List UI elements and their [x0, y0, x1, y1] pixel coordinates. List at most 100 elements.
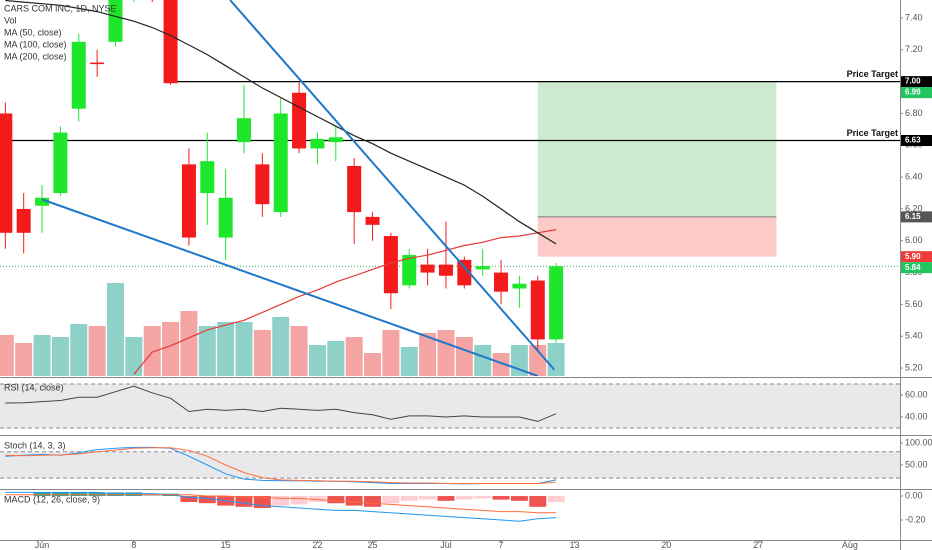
candle-body [438, 264, 453, 276]
candle-body [530, 280, 545, 340]
volume-bar [33, 335, 51, 376]
y-tick-label: 0.00 [905, 490, 923, 500]
histogram-bar [180, 496, 198, 503]
y-tick-label: 60.00 [905, 389, 928, 399]
legend-entry: MA (100, close) [4, 39, 67, 49]
indicator-line [5, 494, 557, 514]
candle-body [328, 137, 343, 143]
candle-body [16, 208, 31, 233]
stoch-pane [0, 446, 900, 485]
y-tick-label: 5.20 [905, 362, 923, 372]
y-tick-label: 6.40 [905, 171, 923, 181]
volume-bar [51, 337, 69, 376]
y-tick-label: 6.00 [905, 235, 923, 245]
volume-bar [162, 322, 180, 376]
candle-body [347, 165, 362, 213]
volume-bar [419, 333, 437, 376]
histogram-bar [510, 496, 528, 501]
volume-bar [125, 337, 143, 376]
candle-body [273, 113, 288, 213]
volume-bar [437, 330, 455, 376]
y-tick-label: 5.40 [905, 331, 923, 341]
chart-title: CARS COM INC, 1D, NYSE [4, 3, 117, 13]
candle-body [218, 197, 233, 238]
histogram-bar [345, 496, 363, 506]
rsi-pane [0, 383, 900, 429]
profit-zone [537, 81, 777, 217]
candle-body [292, 92, 307, 149]
candle-body [310, 138, 325, 149]
band [0, 451, 900, 479]
histogram-bar [400, 496, 418, 501]
volume-bar [253, 330, 271, 376]
loss-zone [537, 216, 777, 257]
price-label-box [901, 135, 932, 147]
pane-title: MACD (12, 26, close, 9) [4, 494, 100, 504]
histogram-bar [419, 496, 437, 500]
histogram-bar [529, 496, 547, 507]
pane-title: RSI (14, close) [4, 382, 64, 392]
candle-body [255, 164, 270, 205]
volume-bar [364, 353, 382, 376]
y-tick-label: 5.60 [905, 299, 923, 309]
y-tick-label: -0.20 [905, 514, 926, 524]
candle-body [494, 272, 509, 292]
price-label-box [901, 211, 932, 223]
x-tick-label: 27 [753, 540, 763, 550]
histogram-bar [547, 496, 565, 503]
histogram-bar [455, 496, 473, 500]
x-tick-label: 20 [661, 540, 671, 550]
x-tick-label: 22 [312, 540, 322, 550]
price-label: 6.63 [905, 136, 921, 145]
pane-title: Stoch (14, 3, 3) [4, 440, 66, 450]
x-tick-label: 15 [221, 540, 231, 550]
histogram-bar [437, 496, 455, 501]
y-tick-label: 7.20 [905, 44, 923, 54]
x-tick-label: Jun [35, 540, 50, 550]
volume-bar [15, 343, 33, 376]
x-tick-label: 25 [368, 540, 378, 550]
legend-entry: MA (200, close) [4, 51, 67, 61]
histogram-bar [382, 496, 400, 504]
candle-body [457, 259, 472, 286]
x-tick-label: 7 [499, 540, 504, 550]
y-tick-label: 50.00 [905, 459, 928, 469]
price-label: 6.99 [905, 88, 921, 97]
volume-bar [217, 322, 235, 376]
candle-body [163, 0, 178, 84]
texts: 7.407.207.006.806.606.406.206.005.805.60… [4, 3, 932, 550]
histogram-bar [253, 496, 271, 509]
indicator-line [5, 491, 557, 522]
y-tick-label: 7.40 [905, 12, 923, 22]
candle-body [383, 235, 398, 294]
candle-body [200, 161, 215, 194]
price-target-label: Price Target [847, 128, 898, 138]
candle-body [53, 132, 68, 194]
histogram-bar [70, 492, 88, 497]
candle-body [108, 0, 123, 42]
histogram-bar [106, 492, 124, 497]
volume-bar [400, 347, 418, 376]
volume-bar [345, 337, 363, 376]
trendline [229, 0, 556, 371]
price-label-box [901, 87, 932, 99]
price-label: 6.15 [905, 212, 921, 221]
indicator-line [5, 385, 557, 422]
candle-body [0, 113, 13, 233]
price-label-box [901, 262, 932, 274]
candle-body [512, 283, 527, 289]
volume-bar [547, 343, 565, 376]
y-tick-label: 100.00 [905, 437, 932, 447]
price-pane [0, 0, 900, 376]
volume-bar [88, 326, 106, 376]
trendline [41, 198, 539, 376]
volume-bar [272, 317, 290, 376]
y-tick-label: 6.80 [905, 108, 923, 118]
histogram-bar [198, 496, 216, 504]
volume-bar [143, 326, 161, 376]
histogram-bar [474, 496, 492, 499]
moving-average [5, 0, 557, 245]
volume-bar [529, 345, 547, 376]
